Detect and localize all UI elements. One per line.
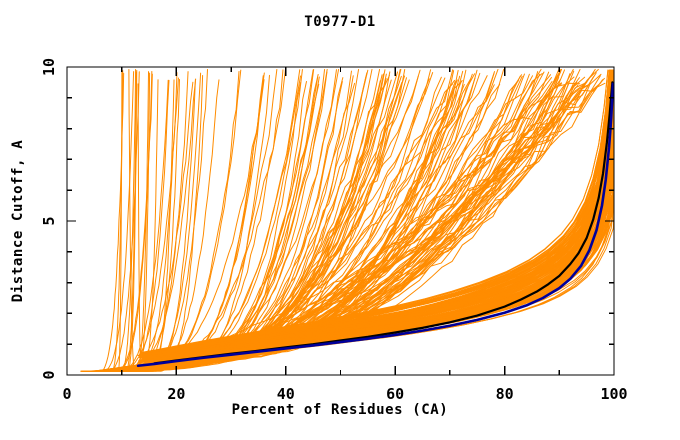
ensemble-curve bbox=[150, 69, 614, 363]
ensemble-curve bbox=[127, 81, 302, 372]
x-tick-label: 80 bbox=[496, 385, 514, 403]
page-title: T0977-D1 bbox=[304, 14, 376, 30]
x-tick-label: 20 bbox=[167, 385, 185, 403]
ensemble-curve bbox=[122, 75, 354, 372]
ensemble-curves bbox=[80, 68, 614, 372]
y-tick-label: 0 bbox=[40, 370, 58, 379]
ensemble-curve bbox=[146, 69, 614, 359]
axis-ticks bbox=[66, 66, 615, 376]
x-axis-title: Percent of Residues (CA) bbox=[232, 402, 449, 418]
x-tick-label: 100 bbox=[600, 385, 627, 403]
x-tick-label: 60 bbox=[386, 385, 404, 403]
x-tick-label: 40 bbox=[277, 385, 295, 403]
y-tick-label: 5 bbox=[40, 216, 58, 225]
ensemble-curve bbox=[87, 72, 125, 372]
ensemble-curve bbox=[150, 69, 614, 358]
ensemble-curve bbox=[82, 71, 135, 372]
ensemble-curve bbox=[114, 77, 319, 372]
ensemble-curve bbox=[139, 69, 609, 355]
y-tick-label: 10 bbox=[40, 58, 58, 76]
x-tick-label: 0 bbox=[62, 385, 71, 403]
series-best-model bbox=[136, 82, 614, 368]
ensemble-curve bbox=[137, 69, 612, 357]
ensemble-curve bbox=[91, 78, 197, 372]
ensemble-curve bbox=[140, 69, 613, 354]
y-axis-title: Distance Cutoff, A bbox=[10, 140, 26, 303]
highlight-curves bbox=[136, 81, 614, 368]
ensemble-curve bbox=[149, 69, 614, 361]
axis-tick-labels: 0 20 40 60 80 100 0 5 10 bbox=[40, 58, 628, 403]
